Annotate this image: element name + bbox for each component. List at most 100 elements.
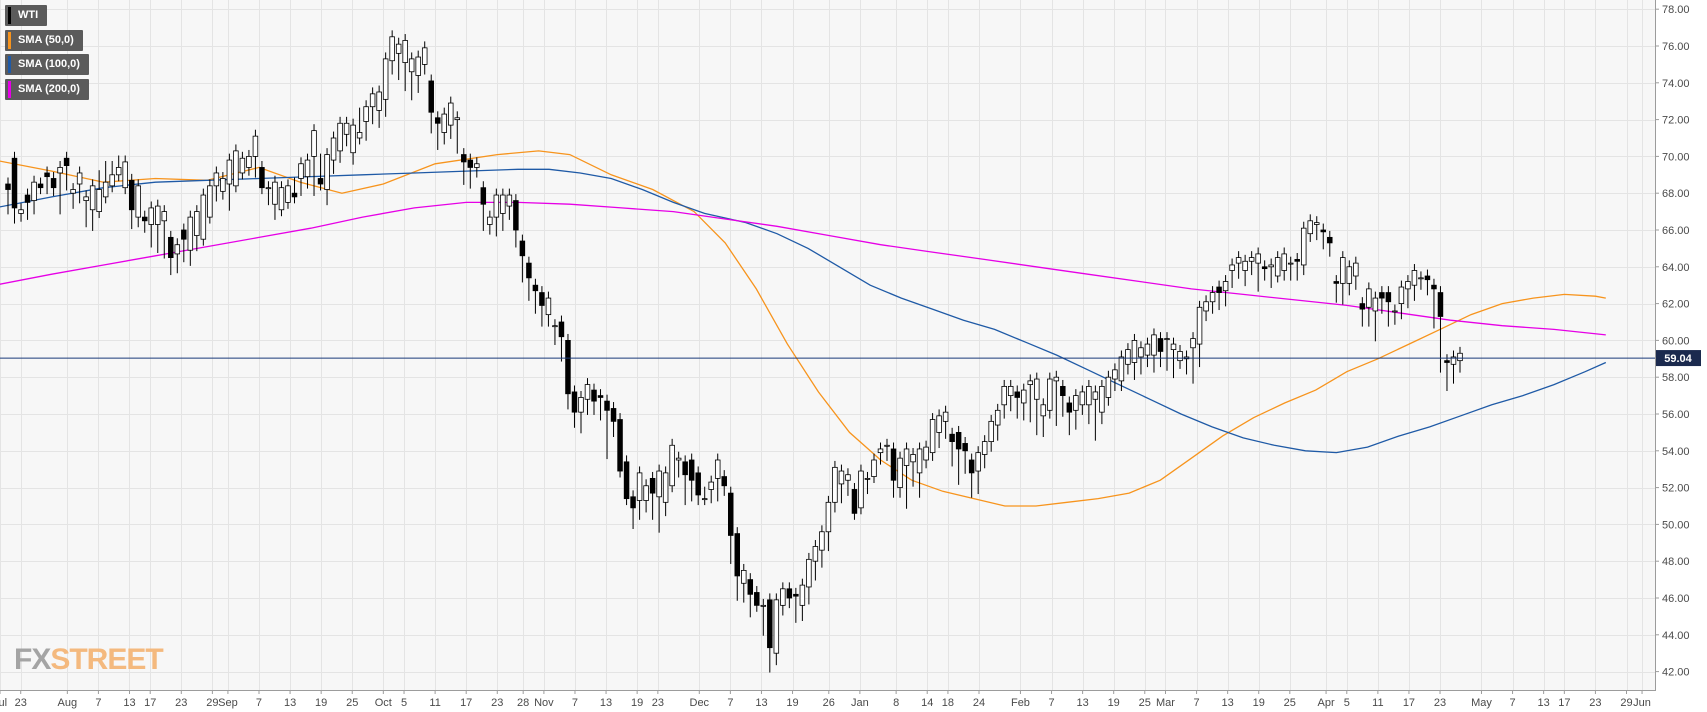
candle-up: [102, 181, 109, 198]
candle-up: [643, 485, 649, 501]
x-tick-label: 5: [401, 697, 407, 709]
y-tick-label: 74.00: [1662, 78, 1690, 90]
candle-up: [18, 209, 24, 214]
x-tick-label: 26: [823, 697, 835, 709]
candle-down: [558, 321, 565, 338]
x-tick-label: 23: [175, 697, 187, 709]
candle-up: [148, 207, 154, 225]
x-tick-label: 7: [727, 697, 733, 709]
y-tick-label: 72.00: [1662, 115, 1690, 127]
candle-up: [1079, 391, 1086, 406]
candle-up: [584, 384, 591, 400]
price-label-box: [1656, 350, 1701, 367]
candle-down: [291, 192, 298, 198]
candle-up: [356, 132, 363, 139]
candle-up: [350, 124, 356, 154]
candle-up: [1353, 262, 1359, 277]
x-axis-area: [0, 690, 1707, 712]
current-price-label: 59.04: [1656, 350, 1701, 367]
x-tick-label: Dec: [690, 697, 710, 709]
candle-up: [174, 244, 181, 255]
x-tick-label: 13: [1222, 697, 1234, 709]
candle-up: [760, 604, 767, 607]
candle-down: [949, 433, 955, 442]
x-tick-label: 17: [1403, 697, 1415, 709]
candle-up: [1164, 338, 1170, 340]
candle-up: [1151, 334, 1157, 356]
candle-up: [233, 150, 239, 187]
candle-up: [864, 477, 871, 480]
sma-line: [0, 168, 1607, 454]
legend-label: SMA (200,0): [18, 82, 80, 95]
candle-down: [1385, 292, 1392, 303]
x-tick-label: 5: [1344, 697, 1350, 709]
candle-up: [1398, 286, 1405, 305]
candle-down: [467, 159, 474, 168]
candle-down: [565, 339, 571, 395]
candle-up: [1209, 292, 1216, 303]
candle-up: [1255, 253, 1261, 264]
sma-lines: [0, 150, 1607, 507]
candle-down: [1379, 292, 1385, 299]
candle-up: [903, 448, 910, 466]
candle-up: [408, 58, 415, 73]
candle-down: [5, 183, 11, 190]
candle-up: [369, 93, 376, 108]
x-tick-label: 14: [921, 697, 933, 709]
y-tick-label: 50.00: [1662, 519, 1690, 531]
x-tick-label: 13: [1076, 697, 1088, 709]
x-tick-label: 17: [144, 697, 156, 709]
sma-line: [0, 201, 1606, 336]
candle-up: [239, 157, 246, 174]
candle-down: [461, 154, 467, 163]
grid-lines: [0, 0, 1655, 690]
candle-up: [669, 444, 675, 487]
candle-up: [1196, 306, 1203, 345]
candle-up: [226, 159, 233, 185]
candle-up: [1086, 385, 1092, 406]
candle-down: [428, 80, 434, 113]
candle-up: [1170, 343, 1177, 350]
candle-up: [825, 501, 832, 533]
candle-down: [526, 262, 532, 279]
x-tick-label: 23: [1589, 697, 1601, 709]
x-tick-label: 23: [491, 697, 503, 709]
candle-up: [1300, 227, 1307, 266]
candle-up: [1235, 257, 1242, 264]
candle-down: [1294, 259, 1300, 262]
x-tick-label: 29: [1620, 697, 1632, 709]
price-label-text: 59.04: [1664, 353, 1692, 365]
candle-up: [155, 205, 161, 225]
logo-fx: FX: [14, 643, 51, 676]
candle-up: [916, 448, 923, 474]
x-tick-label: 7: [1194, 697, 1200, 709]
x-tick-label: Aug: [58, 697, 78, 709]
candle-up: [1457, 352, 1463, 362]
candle-up: [1274, 257, 1281, 277]
candle-up: [1138, 347, 1144, 358]
candle-up: [1242, 260, 1248, 271]
candle-down: [317, 178, 324, 185]
sma-line: [0, 150, 1606, 507]
candle-up: [311, 130, 317, 157]
candle-up: [819, 531, 825, 551]
candle-up: [1392, 310, 1398, 313]
y-tick-label: 54.00: [1662, 446, 1690, 458]
candle-up: [1092, 391, 1099, 400]
x-tick-label: 23: [15, 697, 27, 709]
candle-down: [11, 157, 18, 209]
candle-up: [70, 189, 76, 194]
candle-down: [519, 240, 526, 257]
y-tick-label: 70.00: [1662, 151, 1690, 163]
y-tick-label: 76.00: [1662, 41, 1690, 53]
candle-up: [441, 113, 447, 133]
candle-down: [968, 459, 975, 474]
candle-down: [63, 157, 70, 167]
candle-up: [910, 454, 916, 463]
candle-down: [1424, 275, 1431, 281]
candle-up: [1007, 385, 1014, 396]
legend-swatch: [8, 7, 11, 24]
candles: [5, 30, 1463, 673]
candle-down: [1359, 303, 1366, 310]
